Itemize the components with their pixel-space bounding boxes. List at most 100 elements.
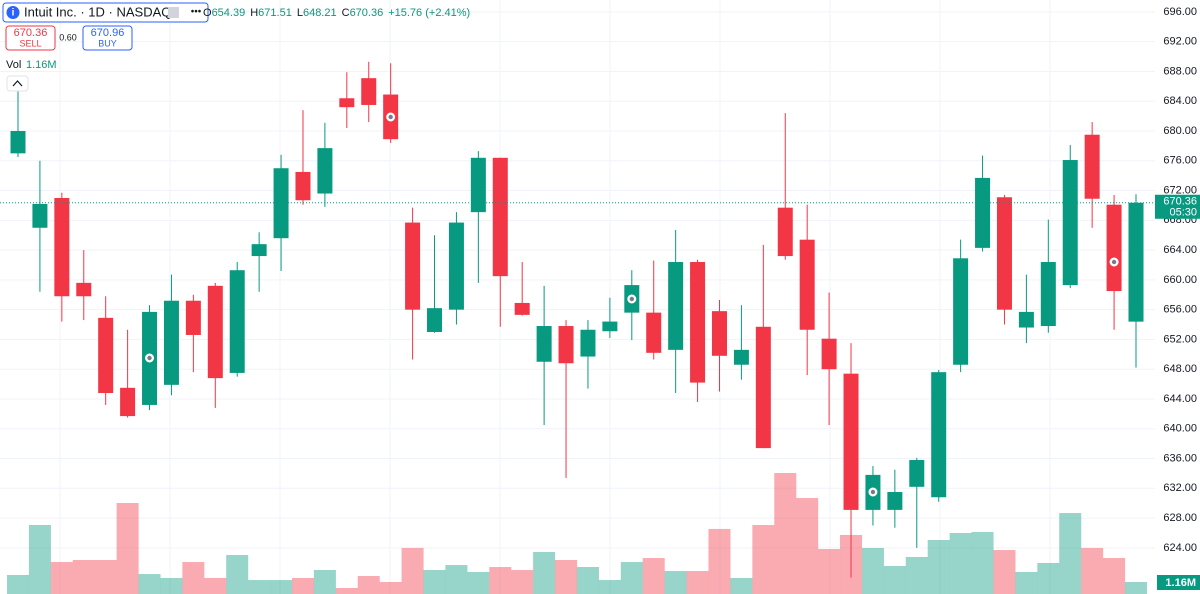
volume-bar bbox=[971, 531, 994, 594]
volume-bar bbox=[818, 549, 841, 594]
candle-body bbox=[54, 198, 70, 297]
candle-body bbox=[602, 321, 618, 332]
volume-bar bbox=[94, 559, 117, 594]
volume-bar bbox=[642, 558, 665, 594]
volume-bar bbox=[467, 571, 490, 594]
ohlc-value: 671.51 bbox=[258, 7, 292, 19]
price-tag-price: 670.36 bbox=[1163, 196, 1197, 208]
candle-body bbox=[711, 311, 727, 356]
volume-bar bbox=[686, 571, 709, 594]
volume-bar bbox=[357, 576, 380, 594]
volume-bar bbox=[1103, 558, 1126, 594]
ohlc-value: 654.39 bbox=[212, 7, 246, 19]
buy-label[interactable]: BUY bbox=[98, 38, 117, 48]
candle-body bbox=[690, 262, 706, 383]
y-tick-label: 680.00 bbox=[1163, 125, 1197, 137]
candle-body bbox=[207, 285, 223, 379]
candle-body bbox=[1128, 202, 1144, 322]
volume-bar bbox=[379, 582, 402, 594]
volume-bar bbox=[533, 552, 556, 594]
candle-body bbox=[1084, 134, 1100, 199]
y-tick-label: 656.00 bbox=[1163, 304, 1197, 316]
y-tick-label: 676.00 bbox=[1163, 155, 1197, 167]
candle-body bbox=[514, 302, 530, 315]
volume-bar bbox=[270, 580, 293, 594]
y-tick-label: 652.00 bbox=[1163, 333, 1197, 345]
ohlc-label: C bbox=[342, 7, 350, 19]
candle-body bbox=[339, 98, 355, 108]
candle-body bbox=[799, 239, 815, 330]
volume-bar bbox=[28, 525, 51, 594]
flag-icon[interactable] bbox=[168, 7, 179, 18]
sell-price[interactable]: 670.36 bbox=[14, 27, 48, 39]
buy-button[interactable] bbox=[82, 25, 133, 51]
ohlc-value: 648.21 bbox=[303, 7, 337, 19]
candle-body bbox=[536, 326, 552, 362]
candle-body bbox=[76, 282, 92, 297]
candle-body bbox=[953, 258, 969, 365]
y-tick-label: 636.00 bbox=[1163, 452, 1197, 464]
collapse-button[interactable] bbox=[6, 75, 29, 92]
spread: 0.60 bbox=[59, 32, 77, 42]
y-tick-label: 688.00 bbox=[1163, 65, 1197, 77]
volume-pane bbox=[7, 473, 1147, 594]
sell-label[interactable]: SELL bbox=[19, 38, 41, 48]
collapse-icon bbox=[12, 80, 23, 87]
candle-body bbox=[32, 203, 48, 228]
volume-bar bbox=[1037, 562, 1060, 594]
volume-tag-value: 1.16M bbox=[1165, 577, 1196, 589]
candle-body bbox=[273, 168, 289, 239]
volume-bar bbox=[313, 570, 336, 594]
volume-bar bbox=[489, 567, 512, 594]
candle-body bbox=[887, 492, 903, 510]
candle-body bbox=[975, 177, 991, 248]
candle-body bbox=[996, 197, 1012, 310]
y-tick-label: 664.00 bbox=[1163, 244, 1197, 256]
y-tick-label: 644.00 bbox=[1163, 393, 1197, 405]
candle-body bbox=[405, 222, 421, 310]
buy-price[interactable]: 670.96 bbox=[91, 27, 125, 39]
volume-bar bbox=[291, 577, 314, 594]
volume-bar bbox=[511, 570, 534, 594]
y-tick-label: 628.00 bbox=[1163, 512, 1197, 524]
volume-bar bbox=[993, 550, 1016, 594]
candle-body bbox=[580, 329, 596, 357]
ohlc-label: O bbox=[203, 7, 212, 19]
event-marker-dot bbox=[629, 296, 635, 302]
price-pane bbox=[0, 61, 1155, 578]
price-tag bbox=[1155, 194, 1200, 219]
candle-body bbox=[733, 349, 749, 365]
volume-bar bbox=[248, 580, 271, 594]
candle-body bbox=[1040, 262, 1056, 327]
symbol-title: Intuit Inc. · 1D · NASDAQ bbox=[24, 4, 171, 19]
symbol-box[interactable] bbox=[2, 2, 209, 23]
volume-bar bbox=[1059, 513, 1082, 594]
volume-bar bbox=[401, 547, 424, 594]
volume-bar bbox=[204, 577, 227, 594]
candle-body bbox=[668, 262, 684, 350]
volume-bar bbox=[949, 532, 972, 594]
volume-bar bbox=[50, 562, 73, 594]
grid bbox=[0, 0, 1155, 594]
candle-body bbox=[1018, 311, 1034, 328]
candle-body bbox=[777, 207, 793, 257]
sell-button[interactable] bbox=[5, 25, 56, 51]
logo-letter: i bbox=[12, 8, 15, 19]
candle-body bbox=[163, 300, 179, 385]
candle-body bbox=[251, 244, 267, 257]
y-tick-label: 696.00 bbox=[1163, 6, 1197, 18]
candle-body bbox=[361, 78, 377, 105]
candle-body bbox=[317, 148, 333, 194]
volume-bar bbox=[1015, 571, 1038, 594]
more-icon[interactable]: ••• bbox=[191, 7, 202, 18]
volume-bar bbox=[7, 574, 29, 594]
candle-body bbox=[492, 157, 508, 277]
volume-bar bbox=[445, 565, 468, 594]
candle-body bbox=[229, 270, 245, 373]
volume-bar bbox=[598, 580, 621, 594]
volume-label: Vol bbox=[6, 59, 21, 71]
candle-body bbox=[755, 326, 771, 449]
volume-bar bbox=[883, 565, 906, 594]
